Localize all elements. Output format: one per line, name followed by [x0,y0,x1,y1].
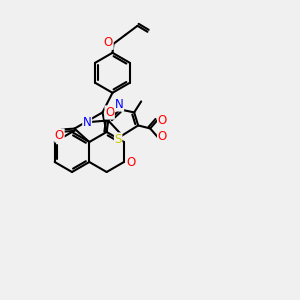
Text: O: O [105,106,114,119]
Text: S: S [115,133,122,146]
Text: O: O [158,114,167,127]
Text: N: N [115,98,124,111]
Text: N: N [83,116,92,129]
Text: O: O [104,36,113,49]
Text: O: O [158,130,167,143]
Text: O: O [55,129,64,142]
Text: O: O [126,155,136,169]
